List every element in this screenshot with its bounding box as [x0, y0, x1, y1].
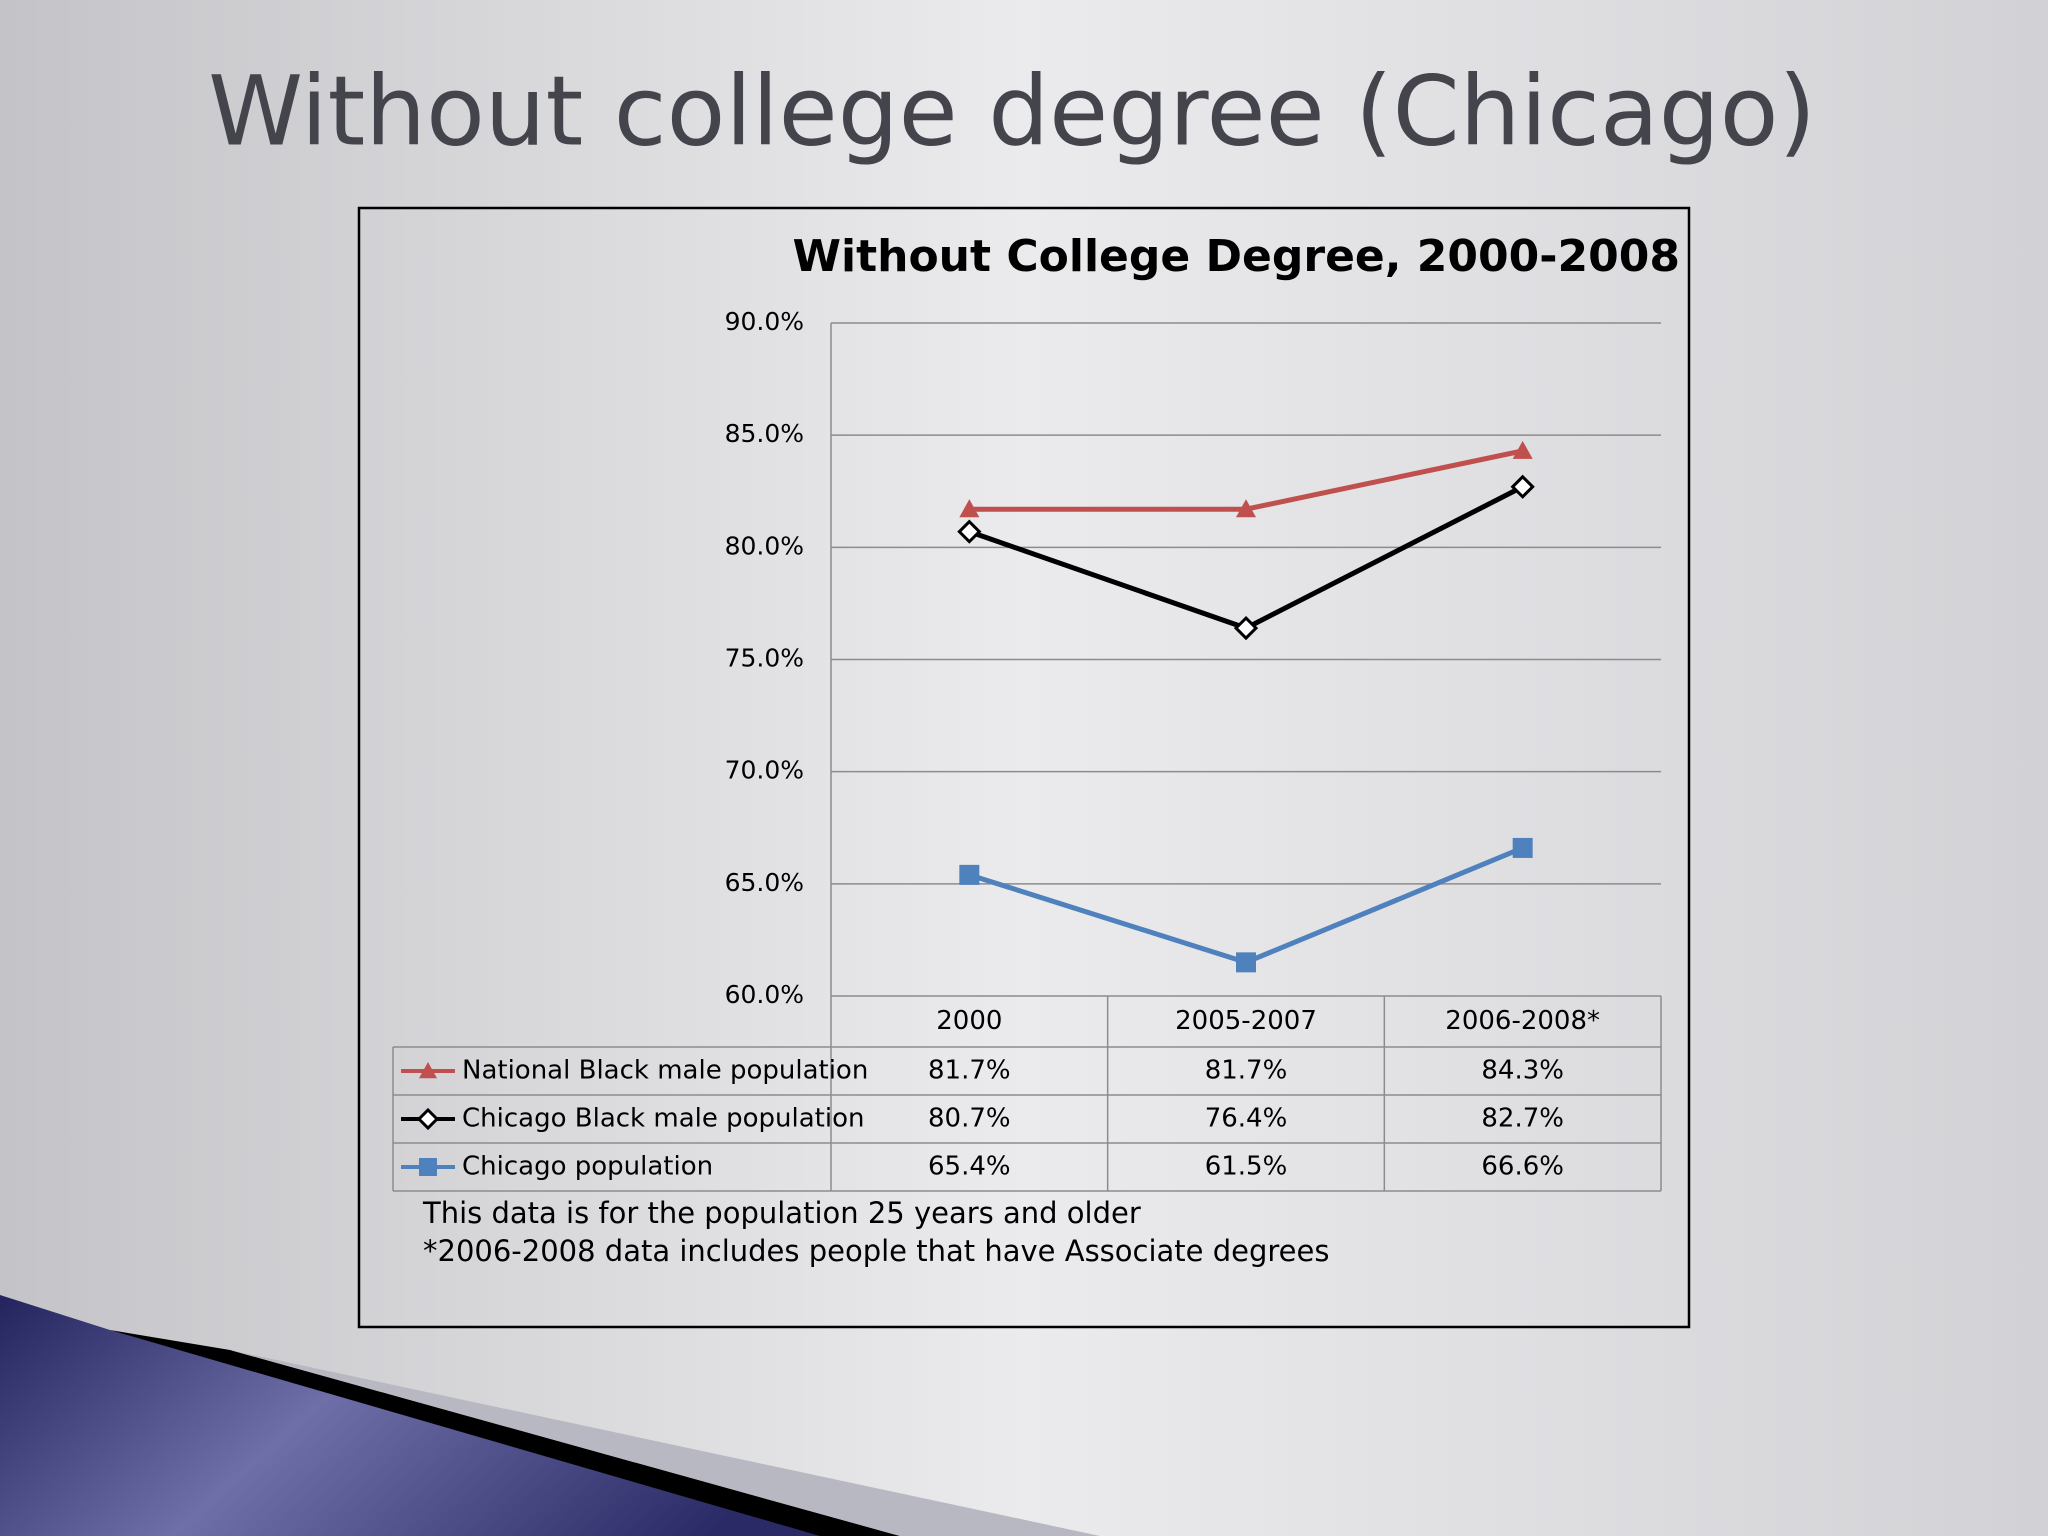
legend-label: National Black male population	[462, 1056, 868, 1086]
marker-square	[1236, 952, 1256, 973]
marker-triangle	[1512, 440, 1533, 459]
marker-square	[959, 864, 980, 885]
marker-diamond	[957, 519, 982, 544]
y-tick-label: 65.0%	[725, 868, 804, 897]
data-label: 76.4%	[1205, 1104, 1288, 1134]
marker-triangle	[1236, 499, 1256, 518]
decor-swoosh-light	[230, 1350, 1100, 1536]
y-tick-label: 90.0%	[725, 307, 804, 336]
note: This data is for the population 25 years…	[422, 1196, 1141, 1230]
y-tick-label: 80.0%	[725, 531, 804, 560]
marker-triangle	[419, 1062, 437, 1079]
chart-frame	[357, 206, 1691, 1329]
data-label: 82.7%	[1481, 1104, 1564, 1134]
x-tick-label: 2005-2007	[1175, 1006, 1317, 1036]
marker-diamond	[416, 1107, 440, 1131]
note: *2006-2008 data includes people that hav…	[423, 1234, 1329, 1268]
data-label: 66.6%	[1481, 1152, 1564, 1182]
decor-swoosh-edge	[110, 1330, 900, 1536]
x-tick-label: 2006-2008*	[1445, 1006, 1600, 1036]
slide-title: Without college degree (Chicago)	[208, 55, 1816, 167]
data-label: 61.5%	[1205, 1152, 1288, 1182]
y-tick-label: 85.0%	[725, 419, 804, 448]
data-label: 65.4%	[928, 1152, 1011, 1182]
marker-diamond	[1233, 615, 1259, 641]
marker-triangle	[959, 499, 980, 518]
x-tick-label: 2000	[936, 1006, 1002, 1036]
y-tick-label: 60.0%	[725, 980, 804, 1009]
legend-label: Chicago Black male population	[462, 1104, 864, 1134]
chart-title: Without College Degree, 2000-2008	[792, 231, 1680, 282]
marker-diamond	[1510, 474, 1535, 499]
y-tick-label: 75.0%	[725, 644, 804, 673]
decor-swoosh	[0, 1295, 900, 1536]
legend-label: Chicago population	[462, 1152, 713, 1182]
data-label: 81.7%	[1205, 1056, 1288, 1086]
marker-square	[1512, 837, 1533, 858]
y-tick-label: 70.0%	[725, 756, 804, 785]
marker-square	[419, 1158, 437, 1176]
data-label: 84.3%	[1481, 1056, 1564, 1086]
data-label: 80.7%	[928, 1104, 1011, 1134]
data-label: 81.7%	[928, 1056, 1011, 1086]
